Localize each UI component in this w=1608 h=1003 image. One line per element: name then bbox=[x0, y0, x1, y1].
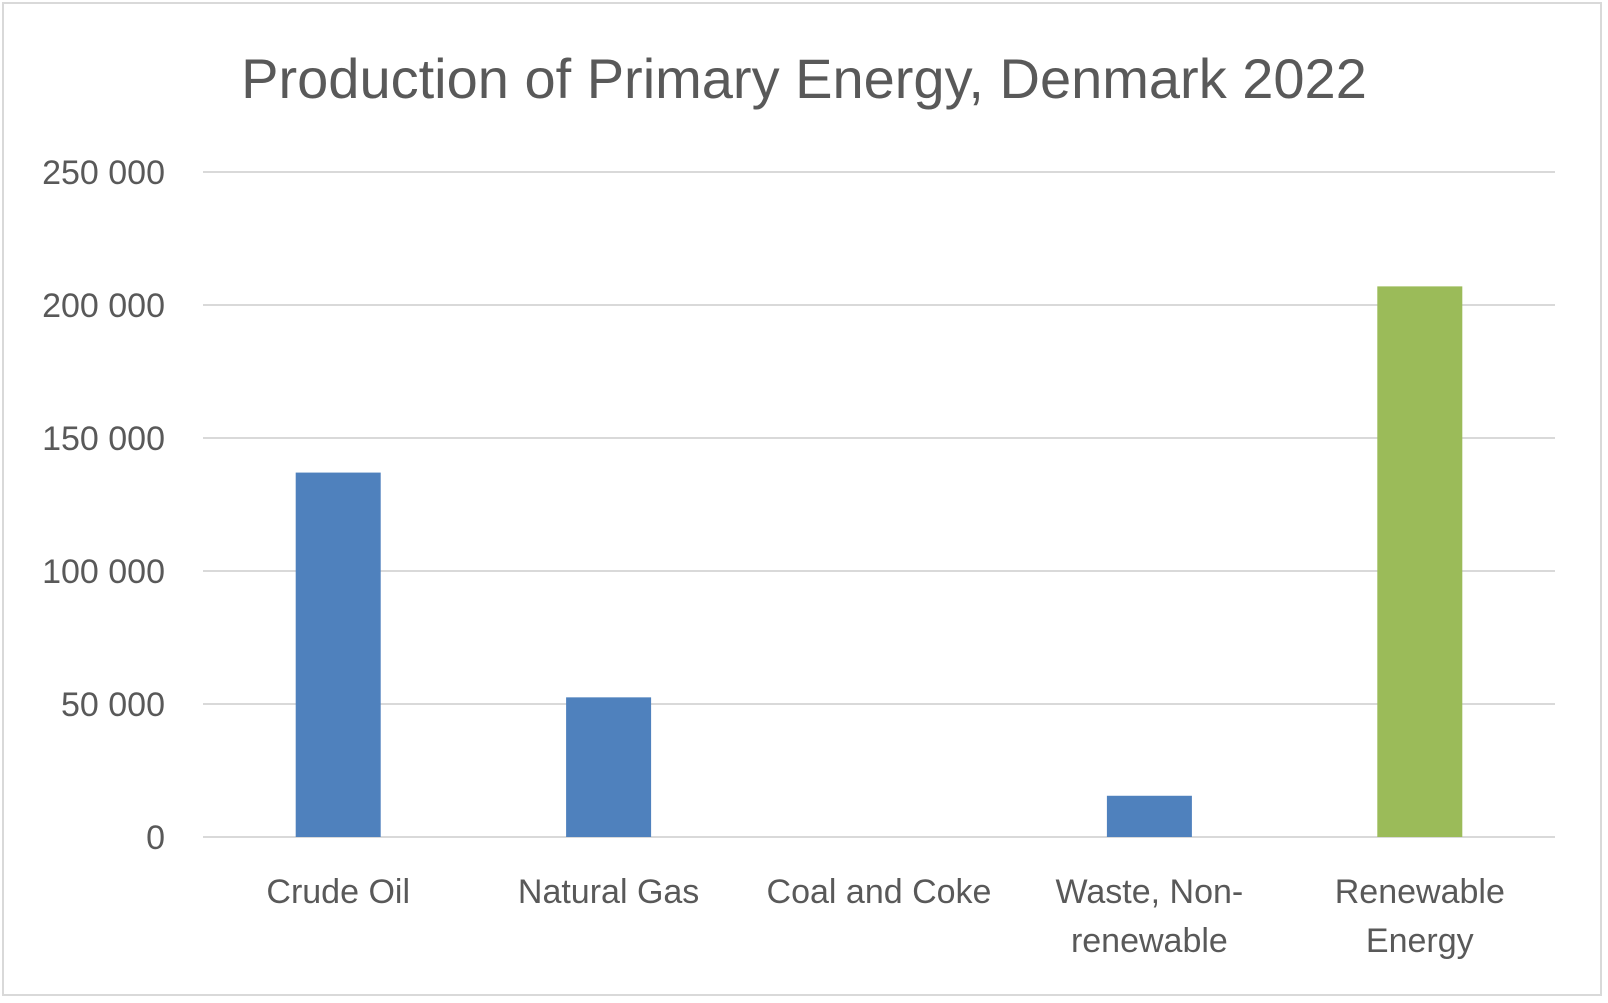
x-category-label: Renewable bbox=[1335, 873, 1505, 911]
x-axis-categories: Crude Oil Natural Gas Coal and Coke Waste, … bbox=[266, 873, 1504, 960]
y-tick-label: 200 000 bbox=[42, 287, 165, 325]
x-category-label: Waste, Non- bbox=[1056, 873, 1244, 911]
x-category-label: Crude Oil bbox=[266, 873, 410, 911]
bar bbox=[295, 472, 381, 837]
chart-title: Production of Primary Energy, Denmark 20… bbox=[241, 47, 1367, 110]
bar bbox=[1377, 286, 1463, 837]
y-tick-label: 150 000 bbox=[42, 420, 165, 458]
bars bbox=[295, 286, 1463, 837]
x-category-label: Natural Gas bbox=[518, 873, 699, 911]
x-category-label: renewable bbox=[1071, 922, 1228, 960]
y-tick-label: 50 000 bbox=[61, 686, 165, 724]
y-tick-label: 100 000 bbox=[42, 553, 165, 591]
x-category-label: Coal and Coke bbox=[767, 873, 992, 911]
y-tick-label: 0 bbox=[146, 819, 165, 857]
y-axis-ticks: 0 50 000 100 000 150 000 200 000 250 000 bbox=[42, 154, 165, 857]
gridlines bbox=[203, 171, 1555, 838]
bar bbox=[1106, 795, 1192, 837]
bar bbox=[566, 697, 652, 837]
y-tick-label: 250 000 bbox=[42, 154, 165, 192]
x-category-label: Energy bbox=[1366, 922, 1474, 960]
